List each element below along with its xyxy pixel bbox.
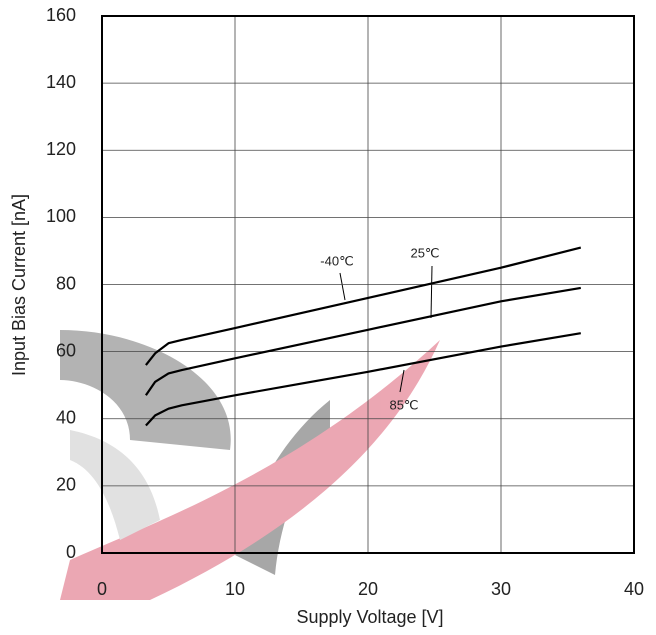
y-tick-label: 120 bbox=[46, 139, 76, 159]
series-label: 25℃ bbox=[410, 245, 439, 260]
y-tick-label: 160 bbox=[46, 5, 76, 25]
x-tick-label: 20 bbox=[358, 579, 378, 599]
y-tick-label: 80 bbox=[56, 273, 76, 293]
series-line bbox=[144, 286, 581, 396]
series-line bbox=[145, 332, 581, 427]
x-tick-label: 40 bbox=[624, 579, 644, 599]
x-tick-label: 0 bbox=[97, 579, 107, 599]
series-label: -40℃ bbox=[320, 253, 353, 268]
plot-frame bbox=[101, 15, 635, 554]
y-tick-label: 60 bbox=[56, 340, 76, 360]
y-tick-label: 0 bbox=[66, 542, 76, 562]
x-axis-label: Supply Voltage [V] bbox=[296, 607, 443, 627]
y-tick-label: 140 bbox=[46, 72, 76, 92]
series-label: 85℃ bbox=[389, 397, 418, 412]
annotation-leaders bbox=[339, 265, 433, 393]
y-tick-label: 20 bbox=[56, 475, 76, 495]
series-line bbox=[145, 246, 582, 366]
y-axis-label: Input Bias Current [nA] bbox=[9, 194, 29, 376]
y-tick-label: 100 bbox=[46, 206, 76, 226]
x-tick-label: 30 bbox=[491, 579, 511, 599]
x-tick-label: 10 bbox=[225, 579, 245, 599]
y-tick-label: 40 bbox=[56, 408, 76, 428]
watermark bbox=[60, 330, 440, 600]
